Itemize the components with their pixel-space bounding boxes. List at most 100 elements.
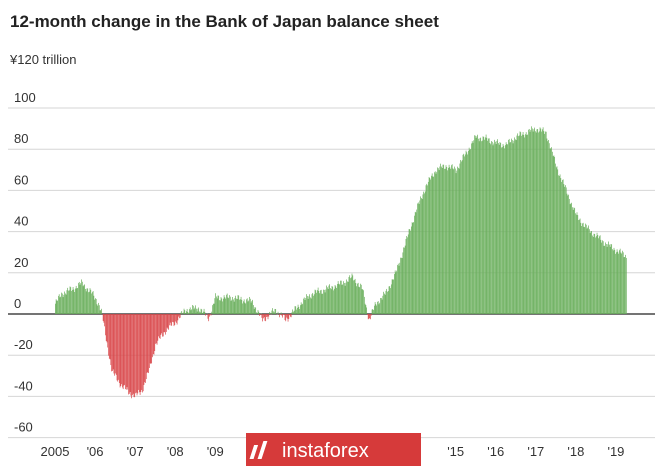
- bar: [198, 307, 200, 314]
- bar: [510, 142, 512, 314]
- bar: [303, 298, 304, 314]
- bar: [598, 238, 599, 314]
- bar: [277, 311, 279, 314]
- bar: [477, 134, 478, 314]
- y-tick-label: -60: [14, 420, 33, 435]
- bar: [402, 252, 404, 314]
- bar: [363, 290, 364, 314]
- bar: [137, 314, 139, 394]
- bar: [357, 283, 358, 314]
- bar: [579, 218, 581, 314]
- watermark-box: [246, 433, 421, 466]
- bar: [569, 204, 571, 314]
- bar: [464, 156, 465, 314]
- bar: [363, 296, 365, 314]
- bar: [391, 279, 393, 314]
- bar: [424, 191, 426, 314]
- bar: [199, 312, 201, 314]
- bar: [406, 236, 408, 314]
- bar: [343, 281, 344, 314]
- bar: [623, 257, 625, 314]
- bar: [446, 167, 448, 314]
- bar: [483, 136, 485, 314]
- bar: [400, 257, 401, 314]
- bar: [449, 167, 451, 314]
- bar: [468, 147, 470, 314]
- bar: [593, 233, 595, 314]
- bar: [176, 314, 178, 325]
- bar: [435, 173, 437, 314]
- bar: [147, 314, 149, 373]
- bar: [241, 299, 243, 314]
- bar: [112, 314, 113, 371]
- bar: [265, 314, 267, 322]
- bar: [138, 314, 139, 390]
- bar: [592, 236, 594, 314]
- bar: [429, 177, 431, 314]
- bar: [421, 199, 423, 314]
- bar: [133, 314, 135, 398]
- bar: [552, 156, 554, 314]
- bar: [543, 131, 545, 314]
- bar: [498, 143, 499, 314]
- bar: [501, 147, 502, 314]
- bar: [196, 308, 197, 314]
- bar: [565, 187, 567, 314]
- chart-title: 12-month change in the Bank of Japan bal…: [10, 12, 439, 31]
- bar: [194, 307, 196, 314]
- bar: [563, 184, 565, 314]
- bar: [124, 314, 126, 385]
- bar: [502, 143, 504, 314]
- bar: [614, 249, 616, 314]
- bar: [417, 202, 419, 314]
- bar: [354, 278, 356, 314]
- bar: [60, 296, 62, 314]
- bar: [577, 215, 579, 314]
- bar: [169, 314, 170, 326]
- bar: [254, 307, 256, 314]
- bar: [148, 314, 149, 374]
- bar: [407, 234, 409, 314]
- bar: [243, 301, 244, 314]
- bar: [125, 314, 126, 390]
- bar: [271, 310, 273, 314]
- bar: [494, 141, 496, 314]
- bar: [177, 314, 179, 321]
- bar: [259, 314, 261, 316]
- bar: [558, 175, 560, 314]
- bar: [508, 139, 509, 314]
- bar: [232, 299, 234, 314]
- bar: [192, 305, 193, 314]
- bar: [470, 149, 472, 314]
- bar: [451, 165, 452, 314]
- bar: [557, 169, 559, 314]
- bar: [105, 314, 107, 342]
- bar: [541, 131, 542, 314]
- bar: [464, 154, 466, 314]
- bar: [123, 314, 125, 386]
- bar: [187, 311, 189, 314]
- bar: [130, 314, 132, 396]
- bar: [568, 198, 570, 314]
- bar: [264, 314, 266, 321]
- bar: [296, 309, 297, 314]
- x-tick-label: '09: [207, 444, 224, 459]
- bar: [272, 308, 273, 314]
- bar: [489, 142, 491, 314]
- bar: [319, 293, 320, 314]
- bar: [78, 281, 80, 314]
- bar: [384, 293, 385, 314]
- bar: [134, 314, 136, 398]
- bar: [535, 132, 537, 314]
- bar: [202, 311, 204, 314]
- bar: [605, 244, 607, 314]
- bar: [492, 145, 494, 314]
- bar: [224, 297, 226, 314]
- bar: [469, 149, 471, 314]
- bar: [612, 249, 613, 314]
- bar: [325, 289, 327, 314]
- bar: [179, 314, 181, 318]
- bar: [185, 313, 186, 314]
- bar: [555, 167, 557, 314]
- bar: [612, 250, 614, 314]
